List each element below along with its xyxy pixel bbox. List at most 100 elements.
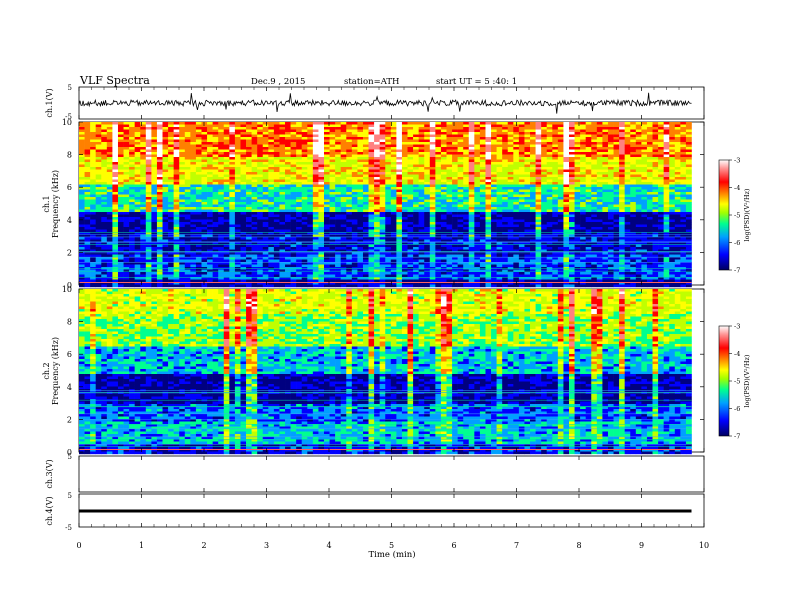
spectrogram-cell — [101, 249, 108, 253]
spectrogram-cell — [273, 159, 280, 163]
spectrogram-cell — [129, 239, 135, 243]
spectrogram-cell — [413, 194, 419, 198]
spectrogram-cell — [463, 264, 470, 268]
spectrogram-cell — [195, 222, 202, 225]
spectrogram-cell — [190, 192, 197, 195]
spectrogram-cell — [418, 279, 425, 283]
spectrogram-cell — [234, 272, 241, 275]
spectrogram-cell — [362, 219, 369, 223]
spectrogram-cell — [390, 167, 397, 170]
spectrogram-cell — [368, 167, 375, 170]
spectrogram-cell — [429, 157, 436, 160]
spectrogram-cell — [168, 202, 174, 205]
spectrogram-cell — [335, 257, 342, 260]
spectrogram-cell — [251, 124, 258, 128]
spectrogram-cell — [357, 124, 364, 128]
spectrogram-cell — [440, 274, 447, 278]
spectrogram-cell — [318, 237, 325, 240]
spectrogram-cell — [435, 172, 442, 175]
spectrogram-cell — [112, 284, 119, 288]
spectrogram-cell — [368, 232, 375, 235]
spectrogram-cell — [491, 262, 497, 265]
spectrogram-cell — [312, 177, 319, 180]
spectrogram-cell — [273, 184, 280, 188]
spectrogram-cell — [485, 247, 492, 250]
spectrogram-cell — [335, 129, 342, 133]
spectrogram-cell — [479, 197, 486, 200]
spectrogram-cell — [368, 284, 375, 288]
spectrogram-cell — [156, 129, 163, 133]
spectrogram-cell — [401, 277, 408, 280]
spectrogram-cell — [396, 212, 403, 215]
spectrogram-cell — [435, 264, 442, 268]
spectrogram-cell — [479, 182, 486, 185]
spectrogram-cell — [90, 164, 97, 168]
spectrogram-cell — [251, 157, 258, 160]
spectrogram-cell — [407, 194, 414, 198]
spectrogram-cell — [234, 247, 241, 250]
spectrogram-cell — [424, 152, 431, 155]
spectrogram-cell — [240, 282, 247, 285]
spectrogram-cell — [84, 187, 91, 190]
spectrogram-cell — [335, 244, 342, 248]
spectrogram-cell — [285, 122, 291, 125]
spectrogram-cell — [145, 184, 152, 188]
spectrogram-cell — [368, 137, 375, 140]
spectrogram-cell — [95, 274, 102, 278]
spectrogram-cell — [385, 179, 392, 183]
spectrogram-cell — [485, 242, 492, 245]
spectrogram-cell — [246, 239, 252, 243]
spectrogram-cell — [201, 142, 208, 145]
spectrogram-cell — [262, 194, 269, 198]
spectrogram-cell — [463, 174, 470, 178]
spectrogram-cell — [452, 252, 458, 255]
spectrogram-cell — [290, 237, 297, 240]
spectrogram-cell — [446, 199, 453, 203]
spectrogram-cell — [134, 189, 141, 193]
spectrogram-cell — [195, 259, 202, 263]
spectrogram-cell — [491, 247, 497, 250]
spectrogram-cell — [229, 264, 236, 268]
spectrogram-cell — [195, 239, 202, 243]
spectrogram-cell — [407, 152, 414, 155]
spectrogram-cell — [407, 134, 414, 138]
spectrogram-cell — [485, 134, 492, 138]
spectrogram-cell — [401, 157, 408, 160]
spectrogram-cell — [329, 142, 336, 145]
spectrogram-cell — [435, 164, 442, 168]
spectrogram-cell — [234, 167, 241, 170]
spectrogram-cell — [79, 192, 85, 195]
spectrogram-cell — [440, 242, 447, 245]
spectrogram-cell — [84, 202, 91, 205]
spectrogram-cell — [468, 132, 475, 135]
spectrogram-cell — [468, 234, 475, 238]
spectrogram-cell — [151, 194, 158, 198]
spectrogram-cell — [246, 227, 252, 230]
spectrogram-cell — [324, 169, 330, 173]
spectrogram-cell — [212, 194, 219, 198]
spectrogram-cell — [463, 242, 470, 245]
spectrogram-cell — [234, 169, 241, 173]
spectrogram-cell — [413, 159, 419, 163]
spectrogram-cell — [446, 219, 453, 223]
spectrogram-cell — [324, 132, 330, 135]
spectrogram-cell — [401, 172, 408, 175]
spectrogram-cell — [162, 147, 169, 150]
spectrogram-cell — [379, 179, 386, 183]
spectrogram-cell — [385, 239, 392, 243]
spectrogram-cell — [424, 269, 431, 273]
spectrogram-cell — [101, 162, 108, 165]
spectrogram-cell — [340, 134, 347, 138]
spectrogram-cell — [374, 179, 380, 183]
spectrogram-cell — [168, 124, 174, 128]
spectrogram-cell — [207, 209, 213, 213]
spectrogram-cell — [296, 192, 303, 195]
spectrogram-cell — [324, 134, 330, 138]
spectrogram-cell — [485, 139, 492, 143]
spectrogram-cell — [279, 132, 286, 135]
spectrogram-cell — [390, 189, 397, 193]
spectrogram-cell — [240, 142, 247, 145]
spectrogram-cell — [396, 277, 403, 280]
spectrogram-cell — [279, 259, 286, 263]
spectrogram-cell — [84, 247, 91, 250]
